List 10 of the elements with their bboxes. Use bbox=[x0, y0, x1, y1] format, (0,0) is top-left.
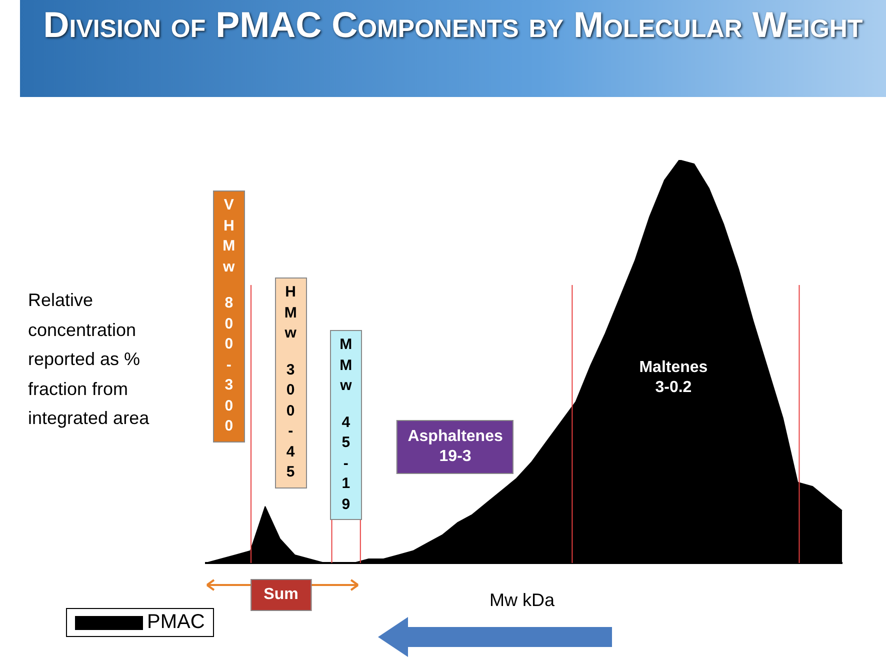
y-axis-title: Relative concentration reported as % fraction from integrated area bbox=[28, 289, 150, 430]
text: MMw 45-19 bbox=[340, 336, 352, 513]
text: HMw 300-45 bbox=[284, 284, 297, 481]
annotation: Maltenes 3-0.2 bbox=[638, 358, 709, 398]
text: VHMw 800-300 bbox=[222, 196, 236, 435]
chart-title: Division of PMAC Components by Molecular Weight bbox=[42, 4, 864, 46]
x-axis-title: Mw kDa bbox=[489, 590, 555, 611]
legend-label: PMAC bbox=[147, 611, 205, 634]
text: Sum bbox=[250, 579, 312, 611]
annotation: Asphaltenes 19-3 bbox=[396, 420, 514, 474]
